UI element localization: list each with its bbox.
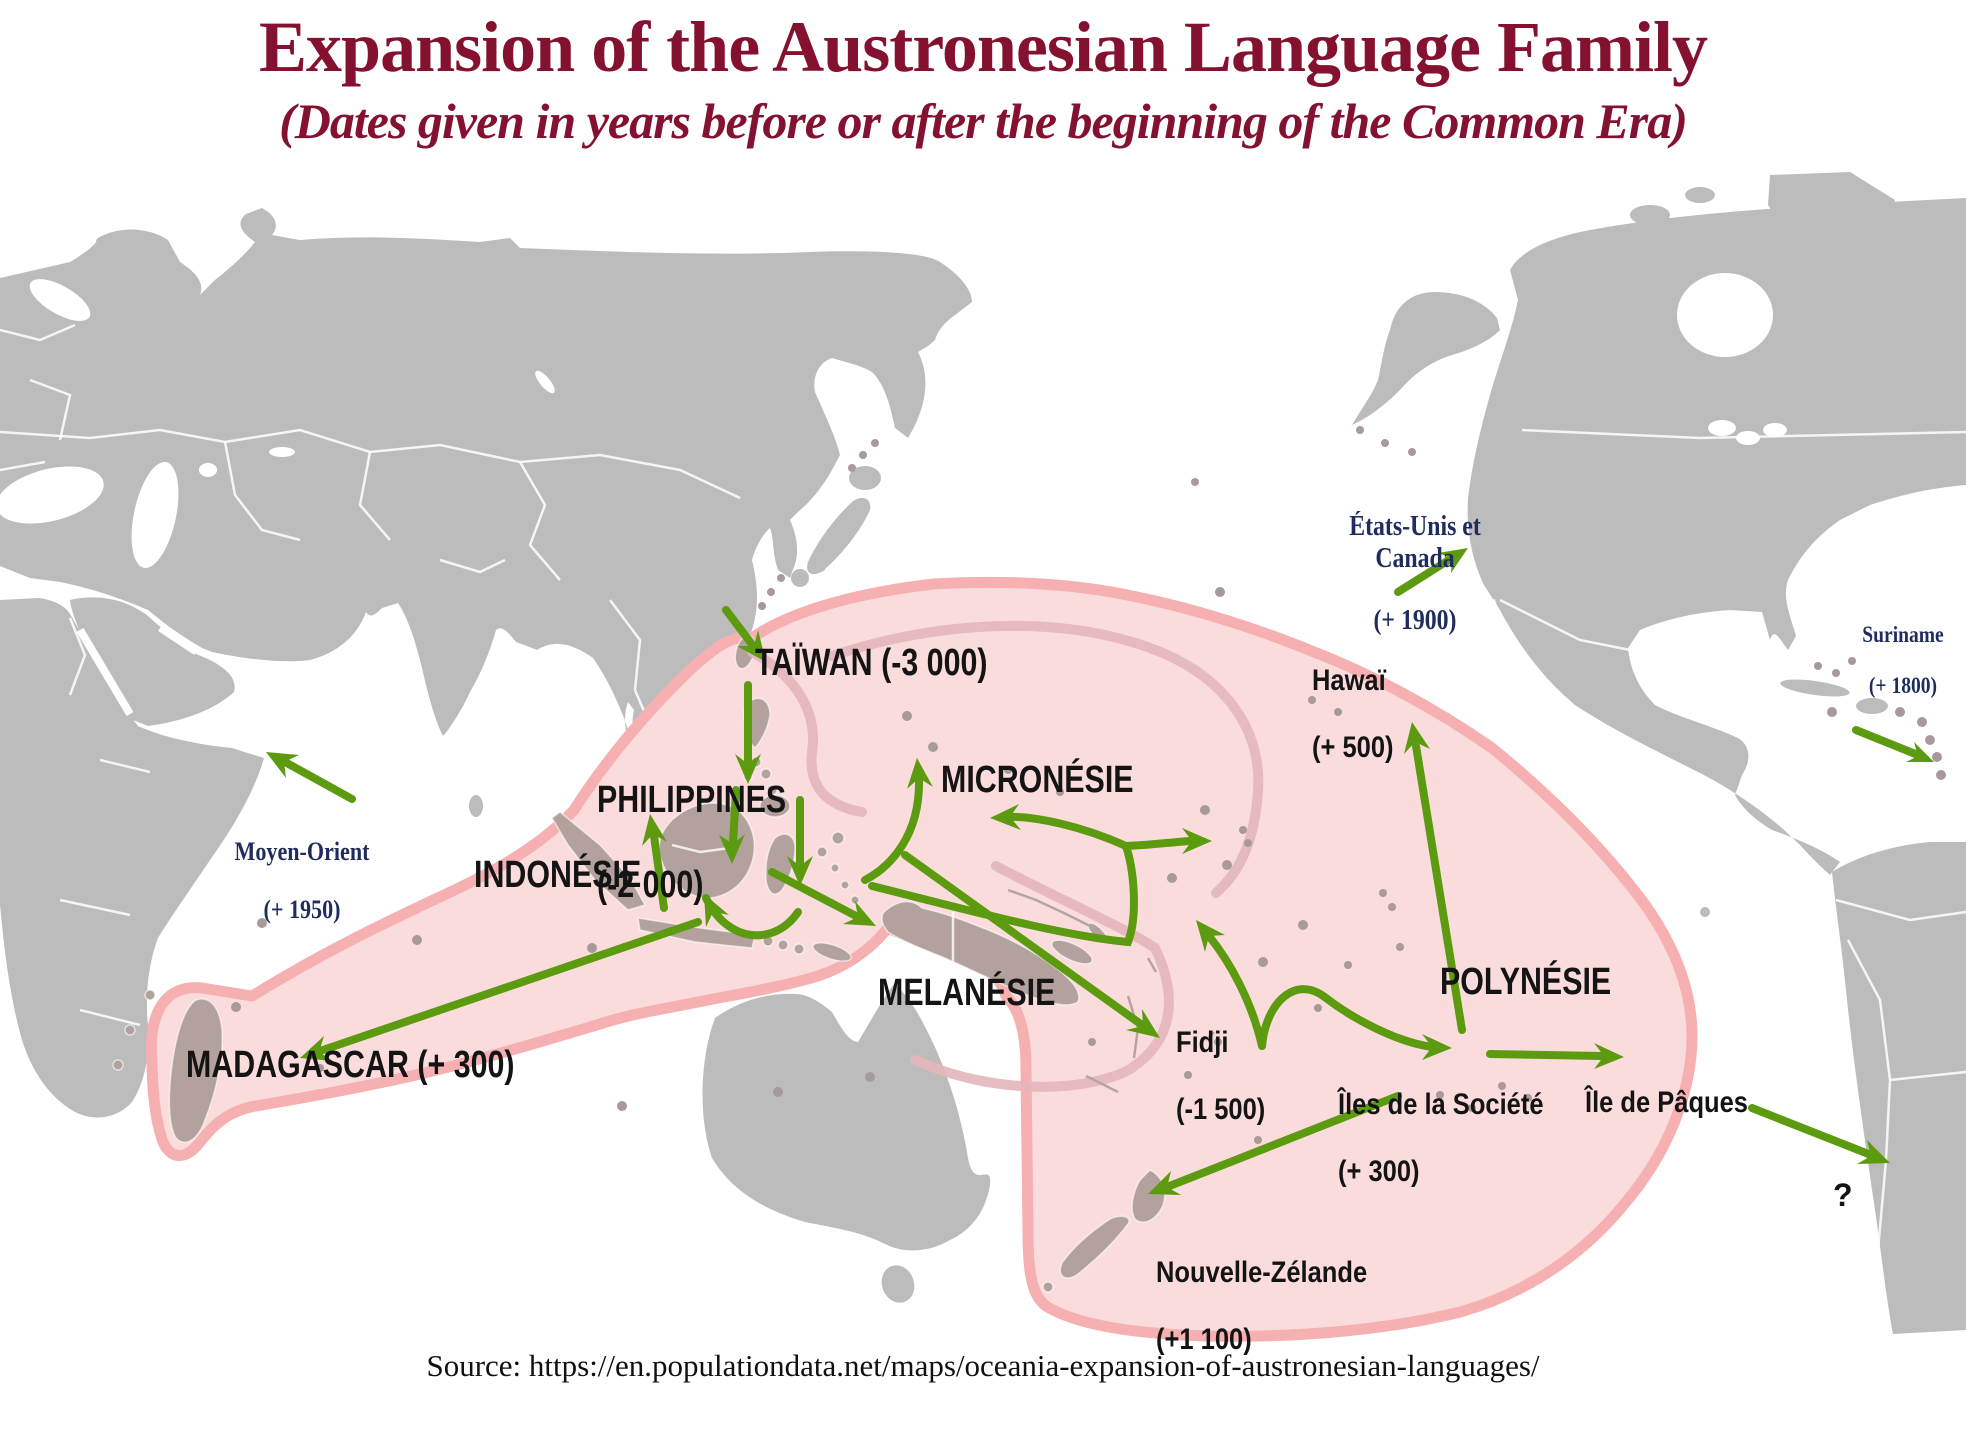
label-question-mark: ? [1833, 1177, 1853, 1213]
label-etats-unis-date: (+ 1900) [1373, 605, 1457, 637]
arrow-societe-nz [1163, 1092, 1402, 1191]
label-philippines: PHILIPPINES (-2 000) [597, 736, 786, 949]
arrow-to-taiwan [722, 606, 755, 647]
arrow-philippines-south1 [729, 786, 740, 848]
arrow-to-micronesia [861, 776, 924, 884]
arrow-to-usa-canada [1394, 554, 1456, 596]
source-note: Source: https://en.populationdata.net/ma… [426, 1348, 1540, 1383]
map-subtitle: (Dates given in years before or after th… [279, 93, 1688, 149]
label-moyen-orient: Moyen-Orient (+ 1950) [234, 808, 370, 954]
label-etats-unis-name: États-Unis et Canada [1349, 511, 1481, 574]
label-madagascar: MADAGASCAR (+ 300) [186, 1044, 515, 1086]
arrow-borneo-north [650, 832, 668, 912]
label-fidji: Fidji (-1 500) [1176, 992, 1265, 1160]
label-etats-unis: États-Unis et Canada (+ 1900) [1309, 480, 1522, 668]
arrow-societe-paques [1486, 1050, 1606, 1060]
label-suriname-name: Suriname [1862, 621, 1944, 647]
arrow-to-moyen-orient [281, 758, 356, 803]
label-indonesie: INDONÉSIE [474, 854, 642, 896]
label-suriname: Suriname (+ 1800) [1848, 596, 1959, 725]
label-nz-name: Nouvelle-Zélande [1156, 1255, 1368, 1289]
label-melanesie: MELANÉSIE [878, 972, 1056, 1014]
label-hawai-name: Hawaï [1312, 663, 1386, 697]
label-hawai-date: (+ 500) [1312, 730, 1394, 764]
arrow-branch-east [1122, 837, 1194, 850]
label-societe: Îles de la Société (+ 300) [1338, 1054, 1544, 1222]
arrow-to-madagascar [316, 918, 702, 1055]
label-moyen-orient-name: Moyen-Orient [234, 837, 370, 867]
arrow-heads [266, 548, 1934, 1195]
arrow-fidji-northeast [1205, 932, 1266, 1050]
country-borders [0, 323, 1966, 1251]
label-fidji-name: Fidji [1176, 1025, 1229, 1059]
migration-arrows [281, 554, 1922, 1191]
arrow-branch-west [1006, 812, 1130, 850]
label-fidji-date: (-1 500) [1176, 1092, 1266, 1126]
label-societe-date: (+ 300) [1338, 1154, 1420, 1188]
label-hawai: Hawaï (+ 500) [1312, 630, 1394, 798]
arrow-societe-hawai [1412, 742, 1466, 1034]
label-nouvelle-zelande: Nouvelle-Zélande (+1 100) [1156, 1222, 1367, 1390]
island-dots [231, 426, 1946, 1144]
inland-seas [0, 273, 1787, 717]
label-suriname-date: (+ 1800) [1868, 673, 1938, 699]
label-moyen-orient-date: (+ 1950) [263, 895, 341, 925]
label-philippines-date: (-2 000) [597, 863, 704, 906]
arrow-to-suriname [1852, 726, 1922, 759]
arrow-png-route [868, 842, 1138, 947]
subregion-boundaries [747, 620, 1264, 1092]
label-paques: Île de Pâques [1585, 1086, 1748, 1119]
label-taiwan: TAÏWAN (-3 000) [755, 642, 988, 684]
label-micronesie: MICRONÉSIE [941, 759, 1134, 801]
arrow-to-fidji [901, 851, 1146, 1029]
label-philippines-name: PHILIPPINES [597, 778, 787, 821]
map-title: Expansion of the Austronesian Language F… [259, 7, 1708, 87]
label-polynesie: POLYNÉSIE [1440, 961, 1612, 1003]
austronesian-region [145, 576, 1698, 1342]
label-societe-name: Îles de la Société [1338, 1087, 1544, 1121]
arrow-to-west-newguinea [768, 868, 860, 920]
arrow-fidji-societe [1258, 985, 1436, 1051]
arrow-paques-southamerica [1748, 1104, 1875, 1159]
label-nz-date: (+1 100) [1156, 1322, 1252, 1356]
